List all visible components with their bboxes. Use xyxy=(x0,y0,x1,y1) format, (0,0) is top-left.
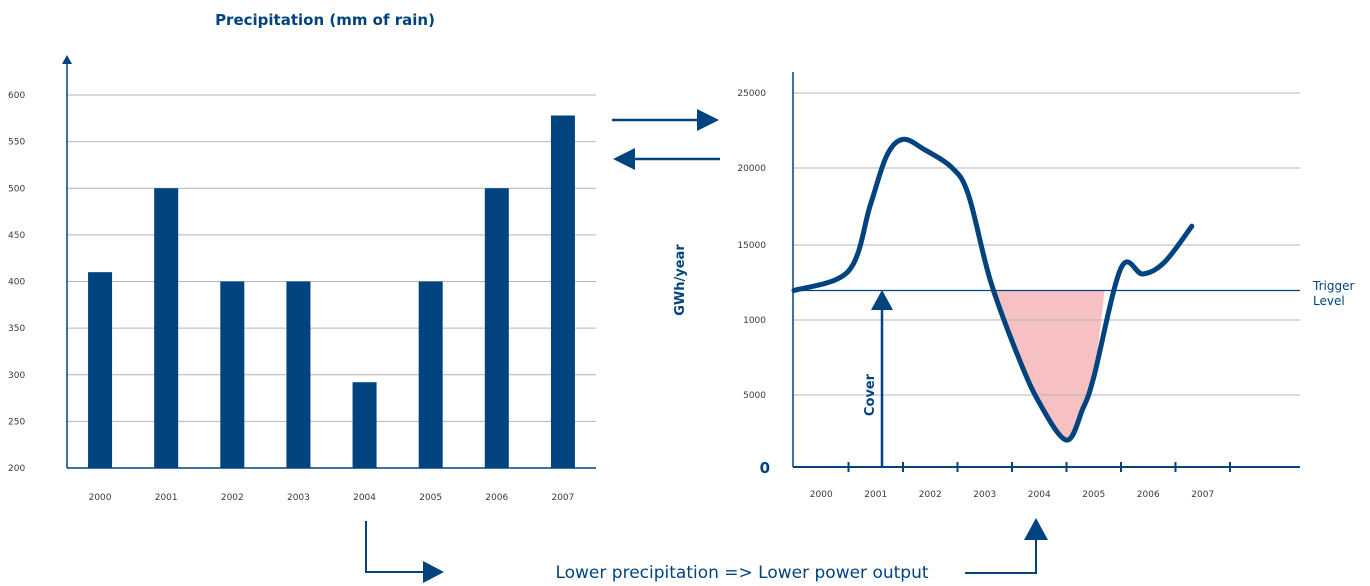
left-bar xyxy=(484,188,509,468)
trigger-label-line2: Level xyxy=(1313,294,1345,308)
cover-label: Cover xyxy=(863,373,878,416)
left-y-tick-label: 250 xyxy=(8,417,25,427)
left-y-tick-label: 200 xyxy=(8,464,25,474)
shortfall-area xyxy=(990,290,1105,441)
left-x-tick-label: 2001 xyxy=(155,493,178,503)
left-y-tick-label: 550 xyxy=(8,138,25,148)
right-grid xyxy=(793,92,1300,396)
left-x-tick-label: 2007 xyxy=(551,493,574,503)
right-y-tick-labels: 0 5000 1000 15000 20000 25000 xyxy=(737,89,770,477)
right-y-tick-label: 0 xyxy=(760,459,770,477)
right-y-tick-label: 5000 xyxy=(743,391,766,401)
footer-right-arrow xyxy=(965,518,1048,574)
left-y-tick-label: 350 xyxy=(8,324,25,334)
right-x-tick-label: 2000 xyxy=(810,490,833,500)
footer-left-arrow xyxy=(365,521,444,583)
left-x-tick-label: 2005 xyxy=(419,493,442,503)
right-x-tick-label: 2006 xyxy=(1137,490,1160,500)
left-y-axis-arrowhead xyxy=(62,55,72,64)
trigger-label-line1: Trigger xyxy=(1312,279,1354,293)
right-x-tick-label: 2007 xyxy=(1191,490,1214,500)
left-y-tick-labels: 200 250 300 350 400 450 500 550 600 xyxy=(8,91,25,474)
right-x-tick-label: 2004 xyxy=(1028,490,1051,500)
right-x-tick-label: 2003 xyxy=(973,490,996,500)
arrow-right xyxy=(612,109,719,131)
left-bars xyxy=(88,115,575,468)
arrow-left xyxy=(613,148,720,170)
left-bar xyxy=(154,188,179,468)
left-grid xyxy=(67,94,596,422)
left-x-tick-label: 2000 xyxy=(89,493,112,503)
left-y-tick-label: 400 xyxy=(8,278,25,288)
left-bar xyxy=(88,272,113,468)
left-x-tick-label: 2006 xyxy=(485,493,508,503)
right-x-tick-label: 2001 xyxy=(864,490,887,500)
left-chart-title: Precipitation (mm of rain) xyxy=(215,11,435,29)
right-x-tick-labels: 2000 2001 2002 2003 2004 2005 2006 2007 xyxy=(810,490,1214,500)
cover-arrow xyxy=(871,290,893,467)
right-y-axis-label: GWh/year xyxy=(673,244,688,316)
right-x-tick-label: 2005 xyxy=(1082,490,1105,500)
footer-caption: Lower precipitation => Lower power outpu… xyxy=(555,563,928,583)
left-bar xyxy=(352,382,377,468)
left-x-tick-labels: 2000 2001 2002 2003 2004 2005 2006 2007 xyxy=(89,493,575,503)
right-y-tick-label: 1000 xyxy=(743,316,766,326)
left-bar xyxy=(418,281,443,468)
left-bar xyxy=(550,115,575,468)
left-y-tick-label: 600 xyxy=(8,91,25,101)
right-y-tick-label: 20000 xyxy=(737,164,766,174)
right-x-tick-label: 2002 xyxy=(919,490,942,500)
left-y-tick-label: 500 xyxy=(8,184,25,194)
right-y-tick-label: 25000 xyxy=(737,89,766,99)
gwh-series-line xyxy=(791,136,1195,443)
left-x-tick-label: 2002 xyxy=(221,493,244,503)
left-x-tick-label: 2003 xyxy=(287,493,310,503)
left-bar xyxy=(286,281,311,468)
left-y-tick-label: 450 xyxy=(8,231,25,241)
left-x-tick-label: 2004 xyxy=(353,493,376,503)
left-y-tick-label: 300 xyxy=(8,371,25,381)
left-bar xyxy=(220,281,245,468)
right-y-tick-label: 15000 xyxy=(737,241,766,251)
precipitation-bar-chart: Precipitation (mm of rain) 200 250 300 350 4… xyxy=(8,11,596,503)
